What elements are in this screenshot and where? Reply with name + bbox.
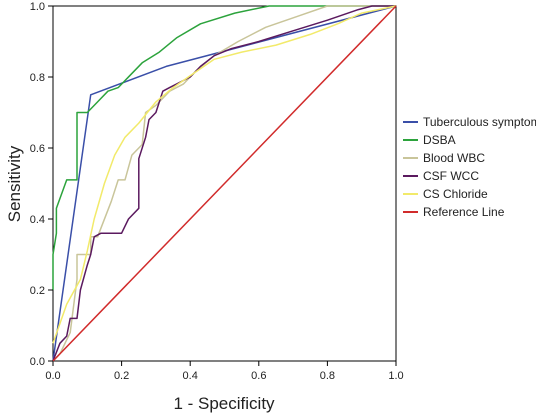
legend-label-blood-wbc: Blood WBC	[423, 151, 485, 165]
y-tick-label: 1.0	[30, 1, 45, 13]
axis-ticks: 0.0 0.2 0.4 0.6 0.8 1.0 0.0 0.2 0.4 0.6 0.8 1.0	[30, 1, 404, 382]
series-line-dsba	[52, 5, 396, 290]
y-axis-title: Sensitivity	[5, 145, 24, 222]
x-tick-label: 0.2	[114, 370, 129, 382]
y-tick-label: 0.4	[30, 214, 45, 226]
series-line-tuberculous-symptoms	[52, 5, 397, 362]
x-tick-label: 0.6	[251, 370, 266, 382]
x-tick-label: 0.0	[45, 370, 60, 382]
y-tick-label: 0.2	[30, 285, 45, 297]
y-tick-label: 0.6	[30, 143, 45, 155]
series-line-cs-chloride	[52, 5, 397, 344]
legend-label-tuberculous-symptoms: Tuberculous symptoms	[423, 115, 536, 129]
x-tick-label: 0.8	[320, 370, 335, 382]
legend-label-dsba: DSBA	[423, 133, 456, 147]
x-tick-label: 1.0	[388, 370, 403, 382]
series-line-reference-line	[52, 5, 397, 362]
series-line-csf-wcc	[52, 5, 396, 362]
y-tick-label: 0.0	[30, 356, 45, 368]
legend-label-reference-line: Reference Line	[423, 205, 505, 219]
x-tick-label: 0.4	[183, 370, 198, 382]
x-axis-title: 1 - Specificity	[173, 394, 275, 413]
legend-label-cs-chloride: CS Chloride	[423, 187, 488, 201]
legend: Tuberculous symptoms DSBA Blood WBC CSF WCC…	[403, 115, 536, 219]
series-line-blood-wbc	[52, 5, 396, 362]
series-lines	[52, 5, 397, 362]
y-tick-label: 0.8	[30, 72, 45, 84]
legend-label-csf-wcc: CSF WCC	[423, 169, 479, 183]
